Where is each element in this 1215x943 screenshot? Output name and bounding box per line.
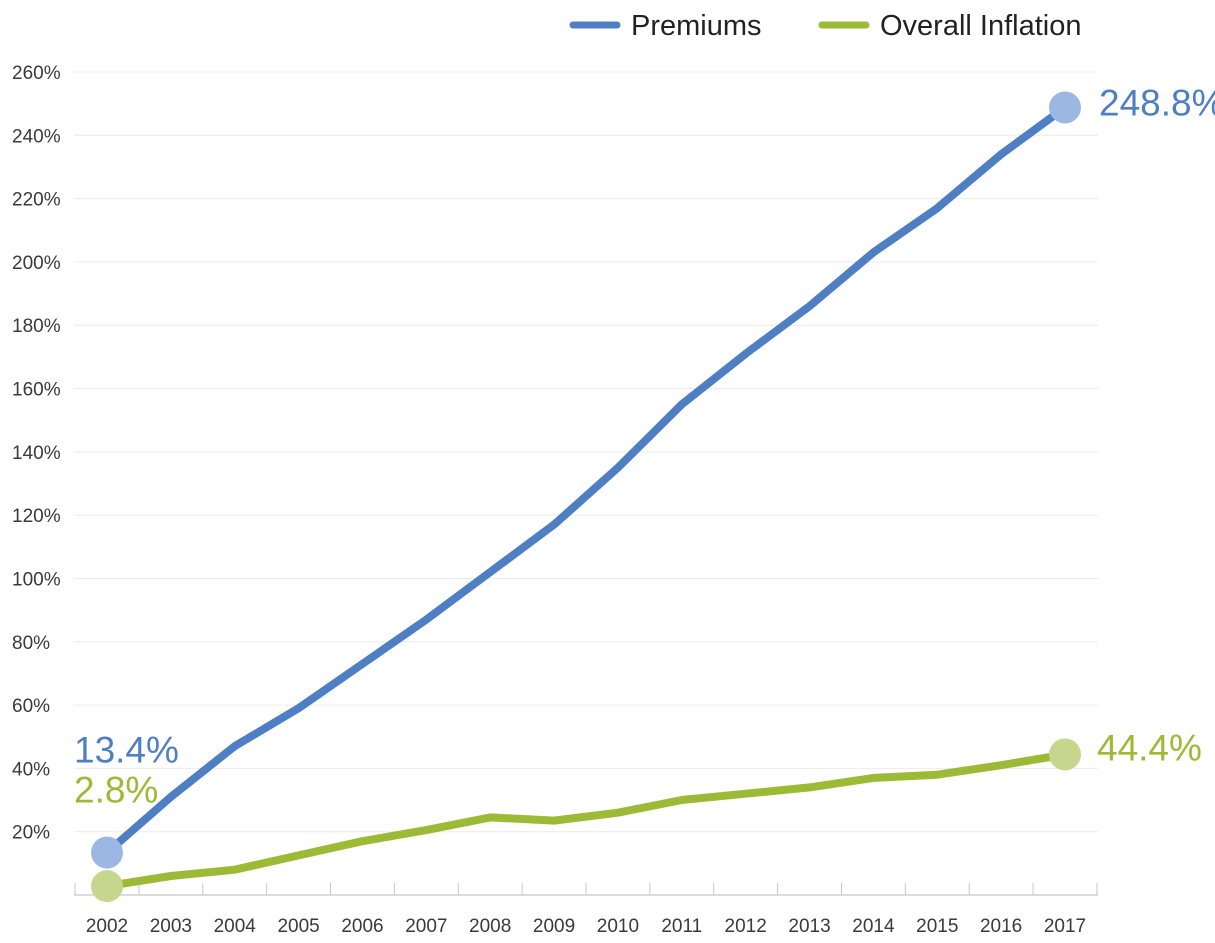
x-tick-label: 2005 bbox=[277, 916, 319, 937]
end-marker-overall-inflation bbox=[1049, 738, 1081, 771]
x-tick-label: 2008 bbox=[469, 916, 511, 937]
y-tick-label: 100% bbox=[12, 569, 61, 590]
x-tick-label: 2016 bbox=[980, 916, 1022, 937]
x-tick-label: 2015 bbox=[916, 916, 958, 937]
legend: Premiums Overall Inflation bbox=[569, 10, 1082, 42]
series-line-premiums bbox=[103, 103, 1069, 857]
start-marker-overall-inflation bbox=[91, 870, 123, 903]
y-tick-label: 260% bbox=[12, 63, 61, 84]
start-marker-premiums bbox=[91, 836, 123, 869]
endpoint-markers bbox=[91, 91, 1081, 903]
y-tick-label: 180% bbox=[12, 316, 61, 337]
x-tick-label: 2010 bbox=[597, 916, 639, 937]
x-tick-label: 2014 bbox=[852, 916, 895, 937]
x-tick-label: 2006 bbox=[341, 916, 383, 937]
y-tick-label: 80% bbox=[12, 633, 50, 654]
y-tick-label: 20% bbox=[12, 823, 50, 844]
legend-label-overall-inflation: Overall Inflation bbox=[880, 10, 1082, 42]
x-tick-label: 2004 bbox=[214, 916, 257, 937]
y-tick-label: 220% bbox=[12, 190, 61, 211]
series-lines bbox=[103, 103, 1069, 891]
x-tick-label: 2009 bbox=[533, 916, 575, 937]
x-tick-label: 2013 bbox=[788, 916, 830, 937]
gridlines bbox=[74, 71, 1098, 833]
start-label-overall-inflation: 2.8% bbox=[74, 770, 158, 811]
start-label-premiums: 13.4% bbox=[74, 730, 179, 771]
y-tick-label: 40% bbox=[12, 759, 50, 780]
x-tick-label: 2002 bbox=[86, 916, 128, 937]
y-tick-label: 160% bbox=[12, 380, 61, 401]
x-tick-label: 2007 bbox=[405, 916, 447, 937]
y-tick-label: 60% bbox=[12, 696, 50, 717]
series-line-overall-inflation bbox=[103, 750, 1069, 891]
x-tick-label: 2011 bbox=[661, 916, 702, 937]
y-tick-label: 240% bbox=[12, 126, 61, 147]
end-label-premiums: 248.8% bbox=[1099, 82, 1215, 123]
y-tick-label: 120% bbox=[12, 506, 61, 527]
y-tick-label: 140% bbox=[12, 443, 61, 464]
x-tick-label: 2017 bbox=[1044, 916, 1086, 937]
x-tick-label: 2003 bbox=[150, 916, 192, 937]
legend-label-premiums: Premiums bbox=[631, 10, 762, 42]
x-tick-label: 2012 bbox=[725, 916, 767, 937]
end-label-overall-inflation: 44.4% bbox=[1097, 727, 1202, 768]
end-marker-premiums bbox=[1049, 91, 1081, 124]
data-labels: 13.4%2.8% 248.8% 44.4% bbox=[74, 82, 1215, 810]
y-tick-label: 200% bbox=[12, 253, 61, 274]
axes: 20% 40% 60% 80% 100% 120% 140% 160% 180% 200% 220%… bbox=[12, 63, 1098, 937]
